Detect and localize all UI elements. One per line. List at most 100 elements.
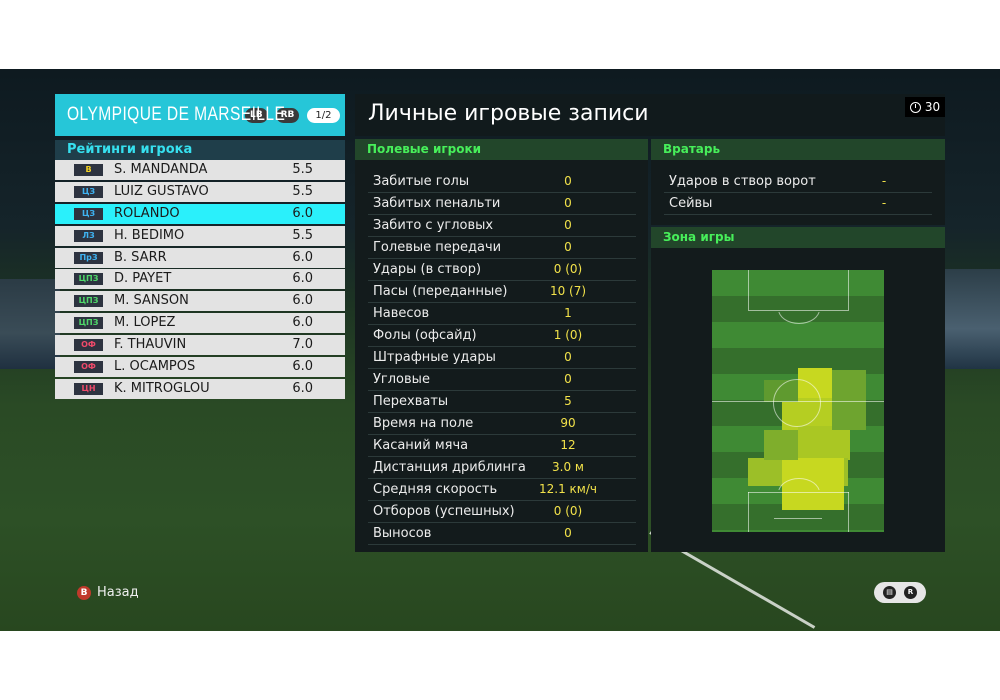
- stat-label: Ударов в створ ворот: [669, 174, 816, 189]
- stat-value: 10 (7): [549, 284, 587, 298]
- stat-value: 0: [564, 240, 572, 254]
- stat-row: Пасы (переданные) 10 (7): [368, 281, 636, 303]
- goalkeeper-stats-list: Ударов в створ ворот - Сейвы -: [664, 171, 932, 215]
- position-badge: ПрЗ: [74, 251, 103, 264]
- player-rating: 6.0: [292, 293, 313, 309]
- position-badge: ЦЗ: [74, 185, 103, 198]
- player-row[interactable]: В S. MANDANDA 5.5: [55, 160, 345, 180]
- stat-label: Время на поле: [373, 416, 474, 431]
- play-zone-panel: Зона игры: [651, 227, 945, 552]
- penalty-arc-top: [778, 312, 820, 324]
- player-row[interactable]: ЦН K. MITROGLOU 6.0: [55, 378, 345, 399]
- stat-label: Сейвы: [669, 196, 713, 211]
- stat-row: Время на поле 90: [368, 413, 636, 435]
- player-row[interactable]: ОФ L. OCAMPOS 6.0: [55, 357, 345, 378]
- position-badge: ЦПЗ: [74, 295, 103, 308]
- stat-value: 90: [560, 416, 576, 430]
- page-indicator: 1/2: [307, 107, 340, 123]
- stat-value: 0 (0): [553, 262, 583, 276]
- stat-value: 0: [564, 350, 572, 364]
- player-row[interactable]: ЦЗ LUIZ GUSTAVO 5.5: [55, 181, 345, 202]
- stat-row: Голевые передачи 0: [368, 237, 636, 259]
- player-row[interactable]: ЛЗ H. BEDIMO 5.5: [55, 225, 345, 246]
- stat-row: Навесов 1: [368, 303, 636, 325]
- back-label: Назад: [97, 585, 139, 600]
- player-name: M. LOPEZ: [114, 315, 176, 331]
- stat-value: 0 (0): [553, 504, 583, 518]
- stat-value: 0: [564, 372, 572, 386]
- rb-button[interactable]: RB: [275, 107, 300, 123]
- stat-label: Фолы (офсайд): [373, 328, 477, 343]
- position-badge: ОФ: [74, 361, 103, 374]
- heat-zone: [798, 426, 850, 460]
- stat-label: Штрафные удары: [373, 350, 496, 365]
- stat-value: -: [881, 196, 887, 210]
- field-players-panel: Полевые игроки Забитые голы 0 Забитых пена…: [355, 139, 648, 552]
- stat-label: Забитые голы: [373, 174, 470, 189]
- position-badge: ОФ: [74, 339, 103, 352]
- goal-area-bottom: [774, 518, 822, 519]
- stat-value: 0: [564, 526, 572, 540]
- player-rating: 6.0: [292, 315, 313, 331]
- heat-zone: [832, 370, 866, 430]
- stat-row: Забитых пенальти 0: [368, 193, 636, 215]
- player-row[interactable]: ЦПЗ M. LOPEZ 6.0: [55, 313, 345, 334]
- controller-buttons: ▤ R: [874, 582, 926, 603]
- player-name: S. MANDANDA: [114, 162, 208, 177]
- player-rating: 5.5: [292, 227, 313, 243]
- stat-label: Выносов: [373, 526, 432, 541]
- stat-row: Забито с угловых 0: [368, 215, 636, 237]
- player-name: F. THAUVIN: [114, 337, 187, 353]
- stat-value: 5: [564, 394, 572, 408]
- stat-row: Выносов 0: [368, 523, 636, 545]
- player-row[interactable]: ЦПЗ D. PAYET 6.0: [55, 269, 345, 290]
- stat-row: Перехваты 5: [368, 391, 636, 413]
- stat-row: Касаний мяча 12: [368, 435, 636, 457]
- penalty-box-bottom: [848, 492, 849, 532]
- player-row[interactable]: ПрЗ B. SARR 6.0: [55, 247, 345, 268]
- back-button[interactable]: B Назад: [77, 585, 139, 600]
- goalkeeper-title: Вратарь: [651, 139, 945, 160]
- lb-button[interactable]: LB: [245, 107, 268, 123]
- stats-list: Забитые голы 0 Забитых пенальти 0 Забито с у…: [368, 171, 636, 545]
- stat-value: 0: [564, 174, 572, 188]
- player-row[interactable]: ЦЗ ROLANDO 6.0: [55, 203, 345, 224]
- position-badge: ЦН: [74, 382, 103, 395]
- stand-right: [940, 269, 1000, 369]
- player-rating: 6.0: [292, 271, 313, 287]
- stat-value: 0: [564, 196, 572, 210]
- player-name: L. OCAMPOS: [114, 359, 196, 375]
- stat-row: Удары (в створ) 0 (0): [368, 259, 636, 281]
- stat-label: Угловые: [373, 372, 430, 387]
- player-row[interactable]: ОФ F. THAUVIN 7.0: [55, 335, 345, 356]
- timer-value: 30: [924, 100, 941, 114]
- main-title-bar: Личные игровые записи: [355, 94, 945, 136]
- clock-icon: [909, 101, 921, 113]
- penalty-box-top: [748, 270, 749, 310]
- stat-row: Угловые 0: [368, 369, 636, 391]
- stat-label: Перехваты: [373, 394, 449, 409]
- stat-row: Забитые голы 0: [368, 171, 636, 193]
- stat-label: Средняя скорость: [373, 482, 498, 497]
- stat-label: Отборов (успешных): [373, 504, 515, 519]
- stat-value: 12.1 км/ч: [539, 482, 597, 496]
- stat-label: Дистанция дриблинга: [373, 460, 526, 475]
- player-name: LUIZ GUSTAVO: [114, 183, 209, 199]
- chat-icon[interactable]: ▤: [883, 586, 896, 599]
- field-players-title: Полевые игроки: [355, 139, 648, 160]
- player-name: B. SARR: [114, 249, 167, 265]
- stat-row: Фолы (офсайд) 1 (0): [368, 325, 636, 347]
- penalty-box-top: [748, 310, 849, 311]
- stat-value: 1: [564, 306, 572, 320]
- stat-row: Отборов (успешных) 0 (0): [368, 501, 636, 523]
- stat-label: Удары (в створ): [373, 262, 482, 277]
- player-name: M. SANSON: [114, 293, 189, 309]
- stat-value: 1 (0): [553, 328, 583, 342]
- center-circle: [773, 379, 821, 427]
- stat-row: Ударов в створ ворот -: [664, 171, 932, 193]
- page-title: Личные игровые записи: [368, 101, 649, 126]
- rs-button-icon[interactable]: R: [904, 586, 917, 599]
- b-button-icon: B: [77, 585, 91, 600]
- player-row[interactable]: ЦПЗ M. SANSON 6.0: [55, 291, 345, 312]
- position-badge: ЛЗ: [74, 229, 103, 242]
